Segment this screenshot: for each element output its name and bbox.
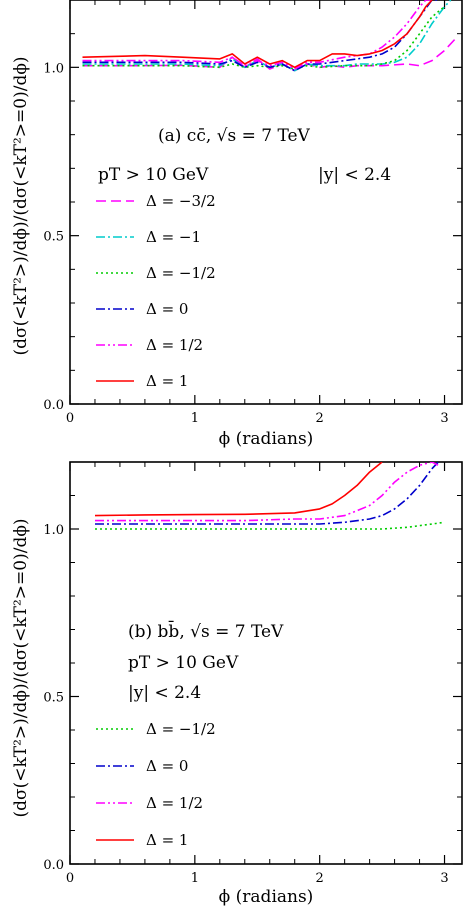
x-tick-label: 1 xyxy=(191,411,199,426)
panel-title: (b) bb̄, √s = 7 TeV xyxy=(128,619,284,642)
x-tick-label: 0 xyxy=(66,871,74,886)
ticks-group: 0 1 2 3 0.0 0.5 1.0 xyxy=(43,462,462,886)
legend: Δ = −3/2 Δ = −1 Δ = −1/2 Δ = 0 Δ = 1/2 Δ = 1 xyxy=(96,192,216,390)
series-line xyxy=(95,462,439,525)
y-tick-label: 1.0 xyxy=(43,61,64,76)
legend-label: Δ = −1/2 xyxy=(146,264,216,282)
cut-pt-label: pT > 10 GeV xyxy=(98,165,209,185)
legend-label: Δ = 1/2 xyxy=(146,336,203,354)
ticks-group: 0 1 2 3 0.0 0.5 1.0 xyxy=(43,0,462,426)
legend-label: Δ = −1/2 xyxy=(146,720,216,738)
x-tick-label: 3 xyxy=(440,871,448,886)
series-line xyxy=(82,0,439,72)
legend-label: Δ = 1/2 xyxy=(146,794,203,812)
x-axis-label: ϕ (radians) xyxy=(219,429,314,449)
x-tick-label: 3 xyxy=(440,411,448,426)
panel-a: 0 1 2 3 0.0 0.5 1.0 (a) cc̄, √s = 7 TeV pT > 1… xyxy=(11,0,463,449)
series-line xyxy=(82,6,446,70)
y-tick-label: 0.0 xyxy=(43,398,64,413)
y-tick-label: 0.0 xyxy=(43,858,64,873)
x-axis-label: ϕ (radians) xyxy=(219,887,314,907)
y-tick-label: 0.5 xyxy=(43,691,64,706)
series-line xyxy=(82,0,432,70)
series-line xyxy=(95,462,439,522)
panel-b: 0 1 2 3 0.0 0.5 1.0 (b) bb̄, √s = 7 TeV pT > 1… xyxy=(11,461,463,907)
series-lines xyxy=(94,462,445,530)
y-axis-label: (dσ(<kT²>)/dϕ)/(dσ(<kT²>=0)/dϕ) xyxy=(11,56,31,355)
panel-title: (a) cc̄, √s = 7 TeV xyxy=(158,126,311,146)
legend-label: Δ = −1 xyxy=(146,228,201,246)
y-tick-label: 0.5 xyxy=(43,230,64,245)
x-tick-label: 1 xyxy=(191,871,199,886)
x-tick-label: 2 xyxy=(316,871,324,886)
x-tick-label: 2 xyxy=(316,411,324,426)
legend-label: Δ = −3/2 xyxy=(146,192,216,210)
cut-y-label: |y| < 2.4 xyxy=(318,165,391,185)
series-line xyxy=(94,462,383,517)
legend-label: Δ = 1 xyxy=(146,831,188,849)
legend-label: Δ = 0 xyxy=(146,300,188,318)
x-tick-label: 0 xyxy=(66,411,74,426)
legend: Δ = −1/2 Δ = 0 Δ = 1/2 Δ = 1 xyxy=(96,720,216,849)
y-tick-label: 1.0 xyxy=(43,523,64,538)
legend-label: Δ = 1 xyxy=(146,372,188,390)
y-axis-label: (dσ(<kT²>)/dϕ)/(dσ(<kT²>=0)/dϕ) xyxy=(11,518,31,817)
series-lines xyxy=(82,0,458,72)
series-line xyxy=(82,0,433,69)
legend-label: Δ = 0 xyxy=(146,757,188,775)
cut-pt-label: pT > 10 GeV xyxy=(128,653,239,673)
cut-y-label: |y| < 2.4 xyxy=(128,683,201,703)
